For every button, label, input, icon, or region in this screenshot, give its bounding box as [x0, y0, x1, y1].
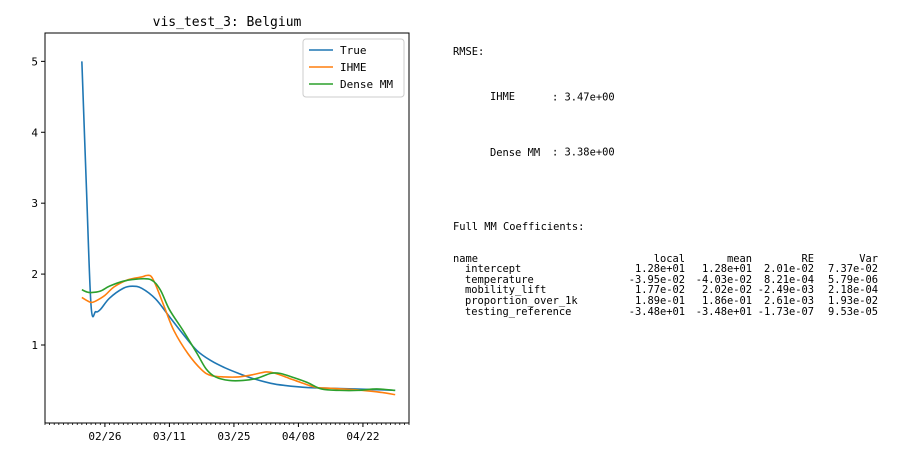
legend-label: True — [340, 44, 367, 57]
x-tick-label: 02/26 — [88, 430, 121, 443]
column-header: RE — [801, 252, 814, 265]
chart-title: vis_test_3: Belgium — [153, 15, 302, 30]
line-chart: vis_test_3: Belgium 1 2 3 4 5 02/26 03/11 03/25… — [31, 15, 410, 443]
coef-re: -2.49e-03 — [757, 284, 814, 297]
coef-mean: 1.86e-01 — [701, 295, 752, 308]
x-tick-label: 03/11 — [153, 430, 186, 443]
x-tick-label: 04/08 — [282, 430, 315, 443]
coefficients-table: name local mean RE Var intercept 1.28e+0… — [453, 254, 878, 318]
series-line-true — [81, 61, 396, 392]
coef-var: 9.53e-05 — [827, 305, 878, 318]
plot-area: 1 2 3 4 5 02/26 03/11 03/25 04/08 04/22 — [31, 32, 410, 443]
series-line-ihme — [81, 274, 396, 396]
coef-local: -3.95e-02 — [628, 273, 685, 286]
coefficients-header: Full MM Coefficients: — [453, 220, 585, 233]
legend-label: IHME — [340, 61, 367, 74]
column-header: name — [453, 252, 479, 265]
table-row: intercept 1.28e+01 1.28e+01 2.01e-02 7.3… — [453, 264, 878, 275]
coefficients-header-row: name local mean RE Var — [453, 254, 878, 265]
table-row: temperature -3.95e-02 -4.03e-02 8.21e-04… — [453, 275, 878, 286]
axes-frame — [44, 32, 410, 424]
legend-label: Dense MM — [340, 78, 393, 91]
series-line-dense-mm — [81, 277, 396, 392]
y-tick-label: 3 — [31, 197, 38, 210]
table-row: proportion_over_1k 1.89e-01 1.86e-01 2.6… — [453, 296, 878, 307]
rmse-header: RMSE: — [453, 46, 485, 59]
table-row: mobility_lift 1.77e-02 2.02e-02 -2.49e-0… — [453, 285, 878, 296]
coef-local: 1.77e-02 — [634, 284, 685, 297]
rmse-name: Dense MM — [490, 146, 541, 159]
table-row: testing_reference -3.48e+01 -3.48e+01 -1… — [453, 307, 878, 318]
coef-var: 1.93e-02 — [827, 295, 878, 308]
coef-re: 8.21e-04 — [763, 273, 814, 286]
rmse-row-ihme: IHME : 3.47e+00 — [453, 79, 878, 113]
coef-var: 7.37e-02 — [827, 263, 878, 276]
column-header: mean — [726, 252, 752, 265]
coef-name: testing_reference — [465, 305, 572, 318]
coef-local: 1.28e+01 — [634, 263, 685, 276]
rmse-value: : 3.47e+00 — [552, 91, 615, 104]
coef-mean: -4.03e-02 — [695, 273, 752, 286]
coef-var: 2.18e-04 — [827, 284, 878, 297]
column-header: Var — [859, 252, 878, 265]
y-tick-label: 5 — [31, 55, 38, 68]
coef-re: 2.61e-03 — [763, 295, 814, 308]
rmse-value: : 3.38e+00 — [552, 146, 615, 159]
y-tick-label: 1 — [31, 339, 38, 352]
y-tick-label: 4 — [31, 126, 38, 139]
rmse-row-dense-mm: Dense MM : 3.38e+00 — [453, 135, 878, 169]
y-tick-label: 2 — [31, 268, 38, 281]
stats-panel: RMSE: IHME: 3.47e+00 Dense MM: 3.38e+00 … — [453, 26, 878, 328]
coef-local: -3.48e+01 — [628, 305, 685, 318]
coef-mean: 2.02e-02 — [701, 284, 752, 297]
legend-box — [302, 38, 405, 98]
x-tick-label: 03/25 — [217, 430, 250, 443]
column-header: local — [653, 252, 685, 265]
coef-mean: -3.48e+01 — [695, 305, 752, 318]
rmse-name: IHME — [490, 91, 516, 104]
coef-var: 5.79e-06 — [827, 273, 878, 286]
coef-local: 1.89e-01 — [634, 295, 685, 308]
coef-name: temperature — [465, 273, 534, 286]
coef-mean: 1.28e+01 — [701, 263, 752, 276]
coef-name: proportion_over_1k — [465, 295, 578, 308]
coef-name: intercept — [465, 263, 522, 276]
x-tick-label: 04/22 — [346, 430, 379, 443]
legend: True IHME Dense MM — [302, 38, 405, 98]
coef-name: mobility_lift — [465, 284, 547, 297]
coef-re: -1.73e-07 — [757, 305, 814, 318]
coef-re: 2.01e-02 — [763, 263, 814, 276]
